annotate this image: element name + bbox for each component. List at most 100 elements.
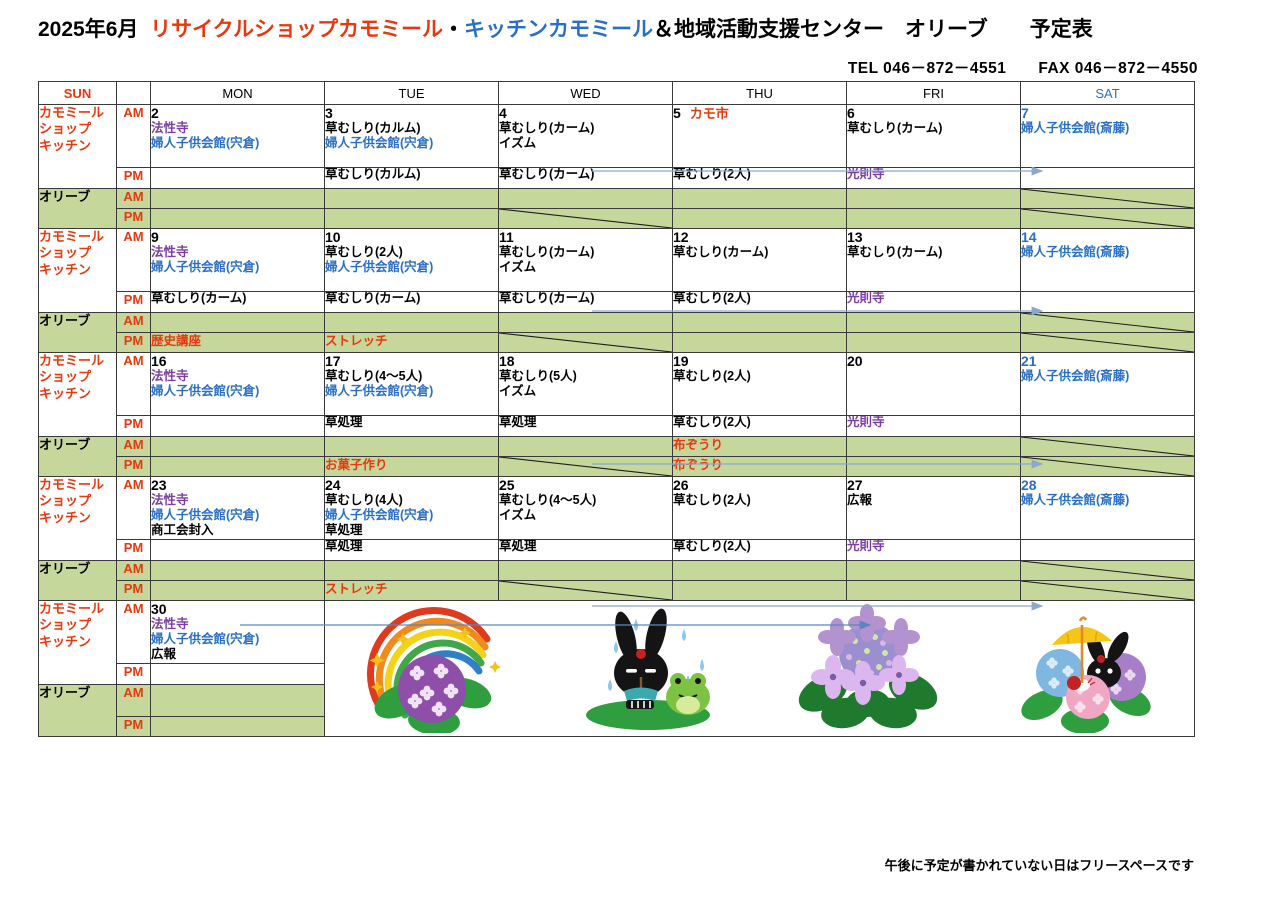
day-cell-olive-am[interactable] xyxy=(672,188,847,209)
day-cell-am[interactable]: 7 婦人子供会館(斎藤) xyxy=(1020,104,1195,168)
day-cell-pm[interactable]: 光則寺 xyxy=(846,539,1021,561)
day-cell-olive-pm[interactable] xyxy=(150,208,325,229)
day-cell-pm[interactable] xyxy=(150,415,325,437)
day-cell-am[interactable]: 3 草むしり(カルム) 婦人子供会館(宍倉) xyxy=(324,104,499,168)
day-cell-am[interactable]: 28 婦人子供会館(斎藤) xyxy=(1020,476,1195,540)
day-cell-olive-pm[interactable]: ストレッチ xyxy=(324,580,499,601)
day-cell-am[interactable]: 26 草むしり(2人) xyxy=(672,476,847,540)
day-cell-pm[interactable]: 草むしり(2人) xyxy=(672,291,847,313)
day-cell-pm[interactable]: 草むしり(2人) xyxy=(672,415,847,437)
day-cell-olive-am[interactable] xyxy=(1020,188,1195,209)
day-cell-am[interactable]: 17 草むしり(4〜5人) 婦人子供会館(宍倉) xyxy=(324,352,499,416)
day-cell-am[interactable]: 24 草むしり(4人) 婦人子供会館(宍倉) 草処理 xyxy=(324,476,499,540)
day-cell-olive-am[interactable] xyxy=(150,684,325,717)
day-cell-am[interactable]: 25 草むしり(4〜5人) イズム xyxy=(498,476,673,540)
day-cell-olive-am[interactable] xyxy=(150,560,325,581)
day-cell-am[interactable]: 27 広報 xyxy=(846,476,1021,540)
day-cell-olive-pm[interactable] xyxy=(672,332,847,353)
day-cell-olive-am[interactable]: 布ぞうり xyxy=(672,436,847,457)
day-cell-am[interactable]: 9 法性寺 婦人子供会館(宍倉) xyxy=(150,228,325,292)
day-cell-pm[interactable] xyxy=(1020,415,1195,437)
day-cell-olive-am[interactable] xyxy=(846,312,1021,333)
day-cell-am[interactable]: 10 草むしり(2人) 婦人子供会館(宍倉) xyxy=(324,228,499,292)
day-cell-pm[interactable]: 草むしり(カーム) xyxy=(150,291,325,313)
day-cell-pm[interactable]: 光則寺 xyxy=(846,291,1021,313)
day-cell-olive-pm[interactable] xyxy=(846,208,1021,229)
day-cell-olive-am[interactable] xyxy=(1020,436,1195,457)
day-cell-olive-pm[interactable] xyxy=(846,332,1021,353)
day-cell-olive-pm[interactable] xyxy=(498,208,673,229)
day-cell-olive-am[interactable] xyxy=(324,560,499,581)
day-cell-pm[interactable]: 草処理 xyxy=(498,415,673,437)
day-cell-olive-pm[interactable] xyxy=(150,580,325,601)
day-cell-olive-pm[interactable] xyxy=(324,208,499,229)
day-cell-olive-pm[interactable] xyxy=(672,208,847,229)
day-cell-am[interactable]: 16 法性寺 婦人子供会館(宍倉) xyxy=(150,352,325,416)
day-cell-olive-am[interactable] xyxy=(498,560,673,581)
day-cell-olive-pm[interactable]: ストレッチ xyxy=(324,332,499,353)
day-cell-olive-am[interactable] xyxy=(846,560,1021,581)
day-cell-olive-am[interactable] xyxy=(324,188,499,209)
day-cell-am[interactable]: 18 草むしり(5人) イズム xyxy=(498,352,673,416)
day-cell-am[interactable]: 21 婦人子供会館(斎藤) xyxy=(1020,352,1195,416)
day-cell-pm[interactable] xyxy=(1020,539,1195,561)
day-cell-olive-pm[interactable]: 歴史講座 xyxy=(150,332,325,353)
day-cell-olive-am[interactable] xyxy=(498,436,673,457)
day-cell-olive-am[interactable] xyxy=(672,560,847,581)
day-cell-olive-pm[interactable] xyxy=(150,456,325,477)
day-cell-pm[interactable]: 草むしり(カーム) xyxy=(498,291,673,313)
day-cell-olive-pm[interactable] xyxy=(1020,208,1195,229)
day-cell-olive-am[interactable] xyxy=(324,436,499,457)
day-cell-olive-pm[interactable] xyxy=(846,456,1021,477)
day-cell-olive-am[interactable] xyxy=(846,188,1021,209)
day-cell-pm[interactable]: 草むしり(2人) xyxy=(672,167,847,189)
day-cell-pm[interactable]: 草処理 xyxy=(324,539,499,561)
day-cell-pm[interactable]: 草処理 xyxy=(324,415,499,437)
day-cell-olive-am[interactable] xyxy=(150,312,325,333)
day-cell-olive-pm[interactable] xyxy=(498,580,673,601)
day-cell-am[interactable]: 23 法性寺 婦人子供会館(宍倉) 商工会封入 xyxy=(150,476,325,540)
day-cell-pm[interactable]: 草むしり(カルム) xyxy=(324,167,499,189)
day-cell-olive-pm[interactable] xyxy=(1020,456,1195,477)
day-cell-am[interactable]: 13 草むしり(カーム) xyxy=(846,228,1021,292)
day-cell-pm[interactable] xyxy=(1020,167,1195,189)
day-cell-olive-pm[interactable] xyxy=(672,580,847,601)
day-cell-pm[interactable]: 草処理 xyxy=(498,539,673,561)
day-cell-pm[interactable]: 草むしり(カーム) xyxy=(498,167,673,189)
day-cell-am[interactable]: 12 草むしり(カーム) xyxy=(672,228,847,292)
day-cell-olive-pm[interactable]: 布ぞうり xyxy=(672,456,847,477)
day-cell-am[interactable]: 11 草むしり(カーム) イズム xyxy=(498,228,673,292)
day-cell-olive-pm[interactable] xyxy=(150,716,325,737)
day-cell-olive-am[interactable] xyxy=(498,188,673,209)
day-cell-olive-am[interactable] xyxy=(150,436,325,457)
day-cell-olive-am[interactable] xyxy=(150,188,325,209)
day-cell-pm[interactable]: 光則寺 xyxy=(846,415,1021,437)
day-cell-olive-pm[interactable] xyxy=(1020,332,1195,353)
day-cell-pm[interactable]: 草むしり(カーム) xyxy=(324,291,499,313)
day-cell-am[interactable]: 14 婦人子供会館(斎藤) xyxy=(1020,228,1195,292)
day-cell-olive-pm[interactable] xyxy=(498,332,673,353)
day-cell-olive-pm[interactable] xyxy=(498,456,673,477)
day-cell-pm[interactable] xyxy=(150,539,325,561)
day-cell-am[interactable]: 19 草むしり(2人) xyxy=(672,352,847,416)
day-cell-pm[interactable] xyxy=(150,663,325,685)
day-cell-olive-pm[interactable]: お菓子作り xyxy=(324,456,499,477)
day-cell-am[interactable]: 30 法性寺 婦人子供会館(宍倉) 広報 xyxy=(150,600,325,664)
day-cell-pm[interactable] xyxy=(1020,291,1195,313)
day-cell-olive-am[interactable] xyxy=(324,312,499,333)
day-cell-pm[interactable]: 光則寺 xyxy=(846,167,1021,189)
day-cell-pm[interactable]: 草むしり(2人) xyxy=(672,539,847,561)
day-cell-olive-pm[interactable] xyxy=(1020,580,1195,601)
day-cell-olive-am[interactable] xyxy=(846,436,1021,457)
day-cell-olive-am[interactable] xyxy=(498,312,673,333)
day-cell-am[interactable]: 6 草むしり(カーム) xyxy=(846,104,1021,168)
day-cell-am[interactable]: 20 xyxy=(846,352,1021,416)
day-cell-olive-am[interactable] xyxy=(1020,560,1195,581)
day-cell-olive-pm[interactable] xyxy=(846,580,1021,601)
day-cell-am[interactable]: 5 カモ市 xyxy=(672,104,847,168)
day-cell-am[interactable]: 4 草むしり(カーム) イズム xyxy=(498,104,673,168)
day-cell-olive-am[interactable] xyxy=(672,312,847,333)
day-cell-am[interactable]: 2 法性寺 婦人子供会館(宍倉) xyxy=(150,104,325,168)
day-cell-pm[interactable] xyxy=(150,167,325,189)
day-cell-olive-am[interactable] xyxy=(1020,312,1195,333)
